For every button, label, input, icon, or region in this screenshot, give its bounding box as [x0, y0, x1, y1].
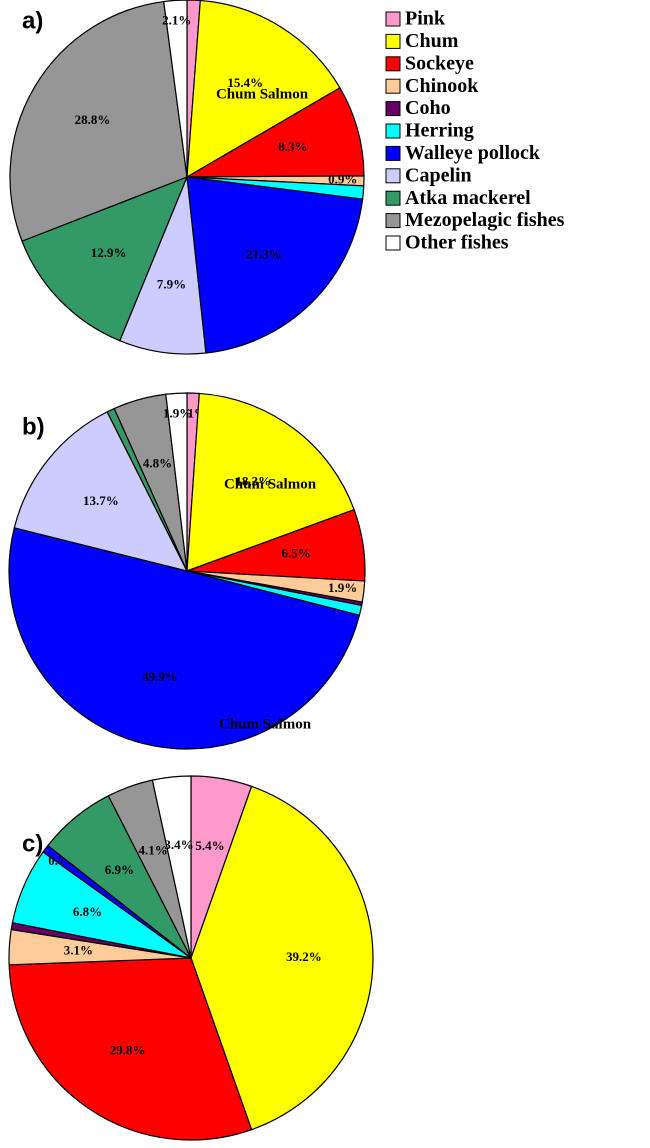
legend-label: Chum	[405, 30, 459, 52]
legend-swatch	[385, 11, 401, 27]
value-label: 3.4%	[164, 837, 193, 852]
legend-label: Sockeye	[405, 52, 474, 74]
value-label: 2.1%	[162, 13, 191, 28]
pie-slice	[21, 175, 189, 342]
pie-slice	[163, 0, 188, 178]
legend-label: Pink	[405, 8, 446, 30]
legend-label: Atka mackerel	[405, 187, 531, 209]
value-label: 6.8%	[73, 904, 102, 919]
value-label: 5.4%	[195, 838, 224, 853]
legend-swatch	[385, 190, 401, 206]
pie-slice	[165, 392, 188, 572]
value-label: 49.9%	[142, 669, 178, 684]
legend-swatch	[385, 123, 401, 139]
legend-swatch	[385, 235, 401, 251]
panel-label: a)	[22, 7, 43, 34]
pie-slice	[151, 775, 192, 959]
legend-swatch	[385, 168, 401, 184]
value-label: 39.2%	[286, 949, 322, 964]
value-label: 1.9%	[163, 406, 192, 421]
value-label: 12.9%	[91, 245, 127, 260]
pie-slice	[8, 527, 361, 750]
value-label: 6.9%	[105, 862, 134, 877]
panel-label: c)	[22, 830, 43, 857]
value-label: 4.8%	[143, 456, 172, 471]
legend-label: Herring	[405, 120, 474, 142]
value-label: 21.3%	[246, 246, 282, 261]
legend-label: Mezopelagic fishes	[405, 209, 565, 231]
value-label: 15.4%	[227, 75, 263, 90]
legend-swatch	[385, 101, 401, 117]
panel-label: b)	[22, 413, 45, 440]
value-label: 13.7%	[83, 493, 119, 508]
legend-swatch	[385, 56, 401, 72]
pie-slice	[9, 0, 188, 242]
legend-label: Coho	[405, 97, 451, 119]
legend-label: Walleye pollock	[405, 142, 541, 164]
value-label: 29.8%	[110, 1042, 146, 1057]
legend-swatch	[385, 213, 401, 229]
legend-label: Other fishes	[405, 232, 509, 254]
legend-swatch	[385, 78, 401, 94]
legend-swatch	[385, 33, 401, 49]
pie-slice	[13, 411, 189, 572]
value-label: 8.3%	[278, 139, 307, 154]
pie-slice	[184, 87, 365, 178]
annotation: Chum Salmon	[219, 716, 312, 732]
legend-swatch	[385, 145, 401, 161]
value-label: 6.5%	[282, 546, 311, 561]
pie-slice	[186, 392, 355, 572]
pie-slice	[8, 957, 253, 1141]
value-label: 3.1%	[64, 942, 93, 957]
value-label: 0.9%	[328, 171, 357, 186]
value-label: 1.9%	[328, 580, 357, 595]
pie-slice	[186, 176, 364, 354]
pie-slice	[186, 0, 341, 179]
annotation: Chum Salmon	[216, 86, 309, 102]
value-label: 4.1%	[138, 843, 167, 858]
legend-label: Capelin	[405, 164, 472, 186]
value-label: 18,3%	[235, 474, 271, 489]
annotation: Chum Salmon	[224, 476, 317, 492]
legend-label: Chinook	[405, 75, 479, 97]
pie-slice	[190, 785, 374, 1131]
value-label: 28.8%	[75, 112, 111, 127]
value-label: 7.9%	[157, 277, 186, 292]
